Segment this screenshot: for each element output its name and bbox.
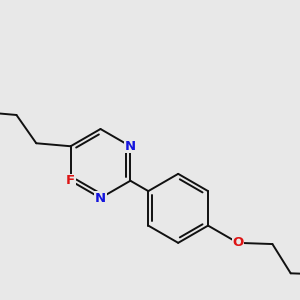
Text: O: O xyxy=(232,236,244,249)
Text: N: N xyxy=(95,191,106,205)
Text: N: N xyxy=(125,140,136,153)
Text: F: F xyxy=(66,174,75,187)
